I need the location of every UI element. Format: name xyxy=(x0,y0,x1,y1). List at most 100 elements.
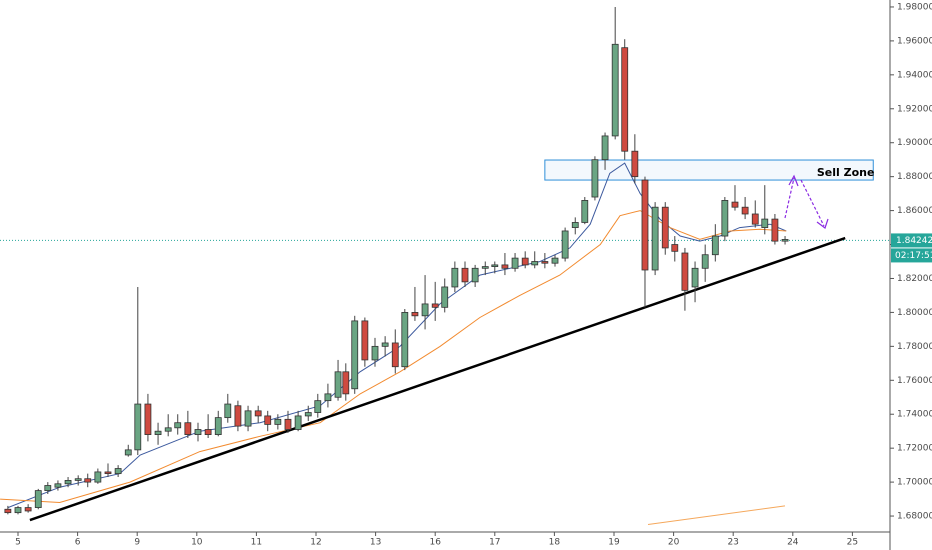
candle-body xyxy=(531,261,539,266)
candle-body xyxy=(144,403,152,435)
candle-body xyxy=(94,471,102,483)
candle-body xyxy=(431,303,439,308)
candle-body xyxy=(154,430,162,435)
candle-body xyxy=(104,471,112,475)
candle-body xyxy=(54,483,62,488)
candle-body xyxy=(501,264,509,269)
x-tick-label: 11 xyxy=(251,538,262,548)
y-tick-label: 1.76000 xyxy=(897,376,932,386)
y-tick-label: 1.94000 xyxy=(897,70,932,80)
arrow-head xyxy=(816,218,829,229)
candle-body xyxy=(731,201,739,208)
candle-body xyxy=(571,222,579,228)
candle-body xyxy=(661,206,669,249)
candle-body xyxy=(521,257,529,266)
y-tick-label: 1.82000 xyxy=(897,274,932,284)
price-tag-label: 1.84242 xyxy=(896,236,932,246)
y-tick-label: 1.92000 xyxy=(897,104,932,114)
candle-body xyxy=(591,159,599,198)
candle-body xyxy=(124,449,132,456)
y-tick-label: 1.68000 xyxy=(897,512,932,522)
candle-body xyxy=(711,235,719,256)
candle-body xyxy=(761,218,769,228)
candle-body xyxy=(244,410,252,427)
candle-body xyxy=(74,478,82,481)
y-tick-label: 1.98000 xyxy=(897,2,932,12)
candle-body xyxy=(64,480,72,485)
candle-body xyxy=(274,418,282,425)
candle-body xyxy=(234,405,242,427)
trendline xyxy=(29,236,846,522)
candle-body xyxy=(691,267,699,288)
candle-body xyxy=(324,393,332,402)
candle-body xyxy=(491,264,499,267)
candle-body xyxy=(611,43,619,137)
x-tick-label: 6 xyxy=(75,538,81,548)
candle-body xyxy=(441,286,449,308)
candle-body xyxy=(134,403,142,451)
candle-body xyxy=(741,206,749,215)
candle-body xyxy=(194,429,202,435)
candle-body xyxy=(304,412,312,417)
candle-body xyxy=(294,415,302,430)
candle-body xyxy=(631,150,639,178)
candle-body xyxy=(461,267,469,283)
candle-body xyxy=(551,257,559,264)
candle-body xyxy=(381,342,389,347)
moving-average xyxy=(0,210,787,504)
countdown-tag xyxy=(891,248,932,263)
candle-body xyxy=(621,47,629,152)
candle-body xyxy=(24,507,32,512)
x-tick-label: 19 xyxy=(608,538,620,548)
down-arrow xyxy=(800,179,825,227)
x-tick-label: 9 xyxy=(134,538,140,548)
candle-body xyxy=(701,254,709,269)
candle-body xyxy=(164,427,172,432)
y-tick-label: 1.88000 xyxy=(897,172,932,182)
countdown-label: 02:17:51 xyxy=(895,251,932,261)
candle-body xyxy=(681,252,689,291)
x-tick-label: 25 xyxy=(847,538,858,548)
candle-body xyxy=(214,417,222,435)
moving-average xyxy=(7,162,787,509)
x-tick-label: 13 xyxy=(370,538,381,548)
candle-body xyxy=(264,415,272,425)
sell-zone xyxy=(544,159,874,181)
x-tick-label: 20 xyxy=(668,538,680,548)
y-tick-label: 1.74000 xyxy=(897,410,932,420)
candle-body xyxy=(84,478,92,483)
candle-body xyxy=(314,400,322,413)
x-tick-label: 16 xyxy=(429,538,441,548)
candle-body xyxy=(481,266,489,269)
candle-body xyxy=(4,508,12,514)
candle-body xyxy=(721,200,729,237)
x-tick-label: 5 xyxy=(15,538,21,548)
candle-body xyxy=(651,206,659,271)
up-arrow xyxy=(784,177,795,219)
candle-body xyxy=(451,267,459,288)
y-tick-label: 1.96000 xyxy=(897,36,932,46)
x-tick-label: 18 xyxy=(549,538,561,548)
candle-body xyxy=(184,422,192,435)
candle-body xyxy=(671,244,679,252)
candle-body xyxy=(401,312,409,368)
x-tick-label: 12 xyxy=(310,538,321,548)
candle-body xyxy=(342,371,350,395)
candle-body xyxy=(334,371,342,398)
candle-body xyxy=(14,507,22,514)
candle-body xyxy=(44,485,52,491)
candle-body xyxy=(351,320,359,390)
candle-body xyxy=(224,403,232,419)
candle-body xyxy=(561,230,569,259)
candle-body xyxy=(771,218,779,242)
candle-body xyxy=(511,257,519,269)
moving-average xyxy=(647,505,786,525)
y-tick-label: 1.86000 xyxy=(897,206,932,216)
sell-zone-label: Sell Zone xyxy=(817,166,875,179)
price-tag xyxy=(891,233,932,248)
candle-body xyxy=(361,320,369,361)
candle-body xyxy=(34,490,42,508)
candle-body xyxy=(471,267,479,283)
arrow-head xyxy=(788,174,799,187)
